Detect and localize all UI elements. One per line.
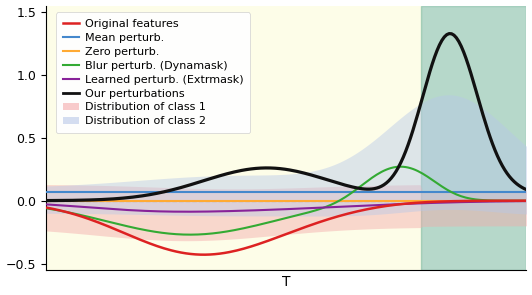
X-axis label: T: T (282, 276, 290, 289)
Bar (46, 6, 421, 270)
Bar (421, 6, 527, 270)
Legend: Original features, Mean perturb., Zero perturb., Blur perturb. (Dynamask), Learn: Original features, Mean perturb., Zero p… (56, 12, 251, 133)
